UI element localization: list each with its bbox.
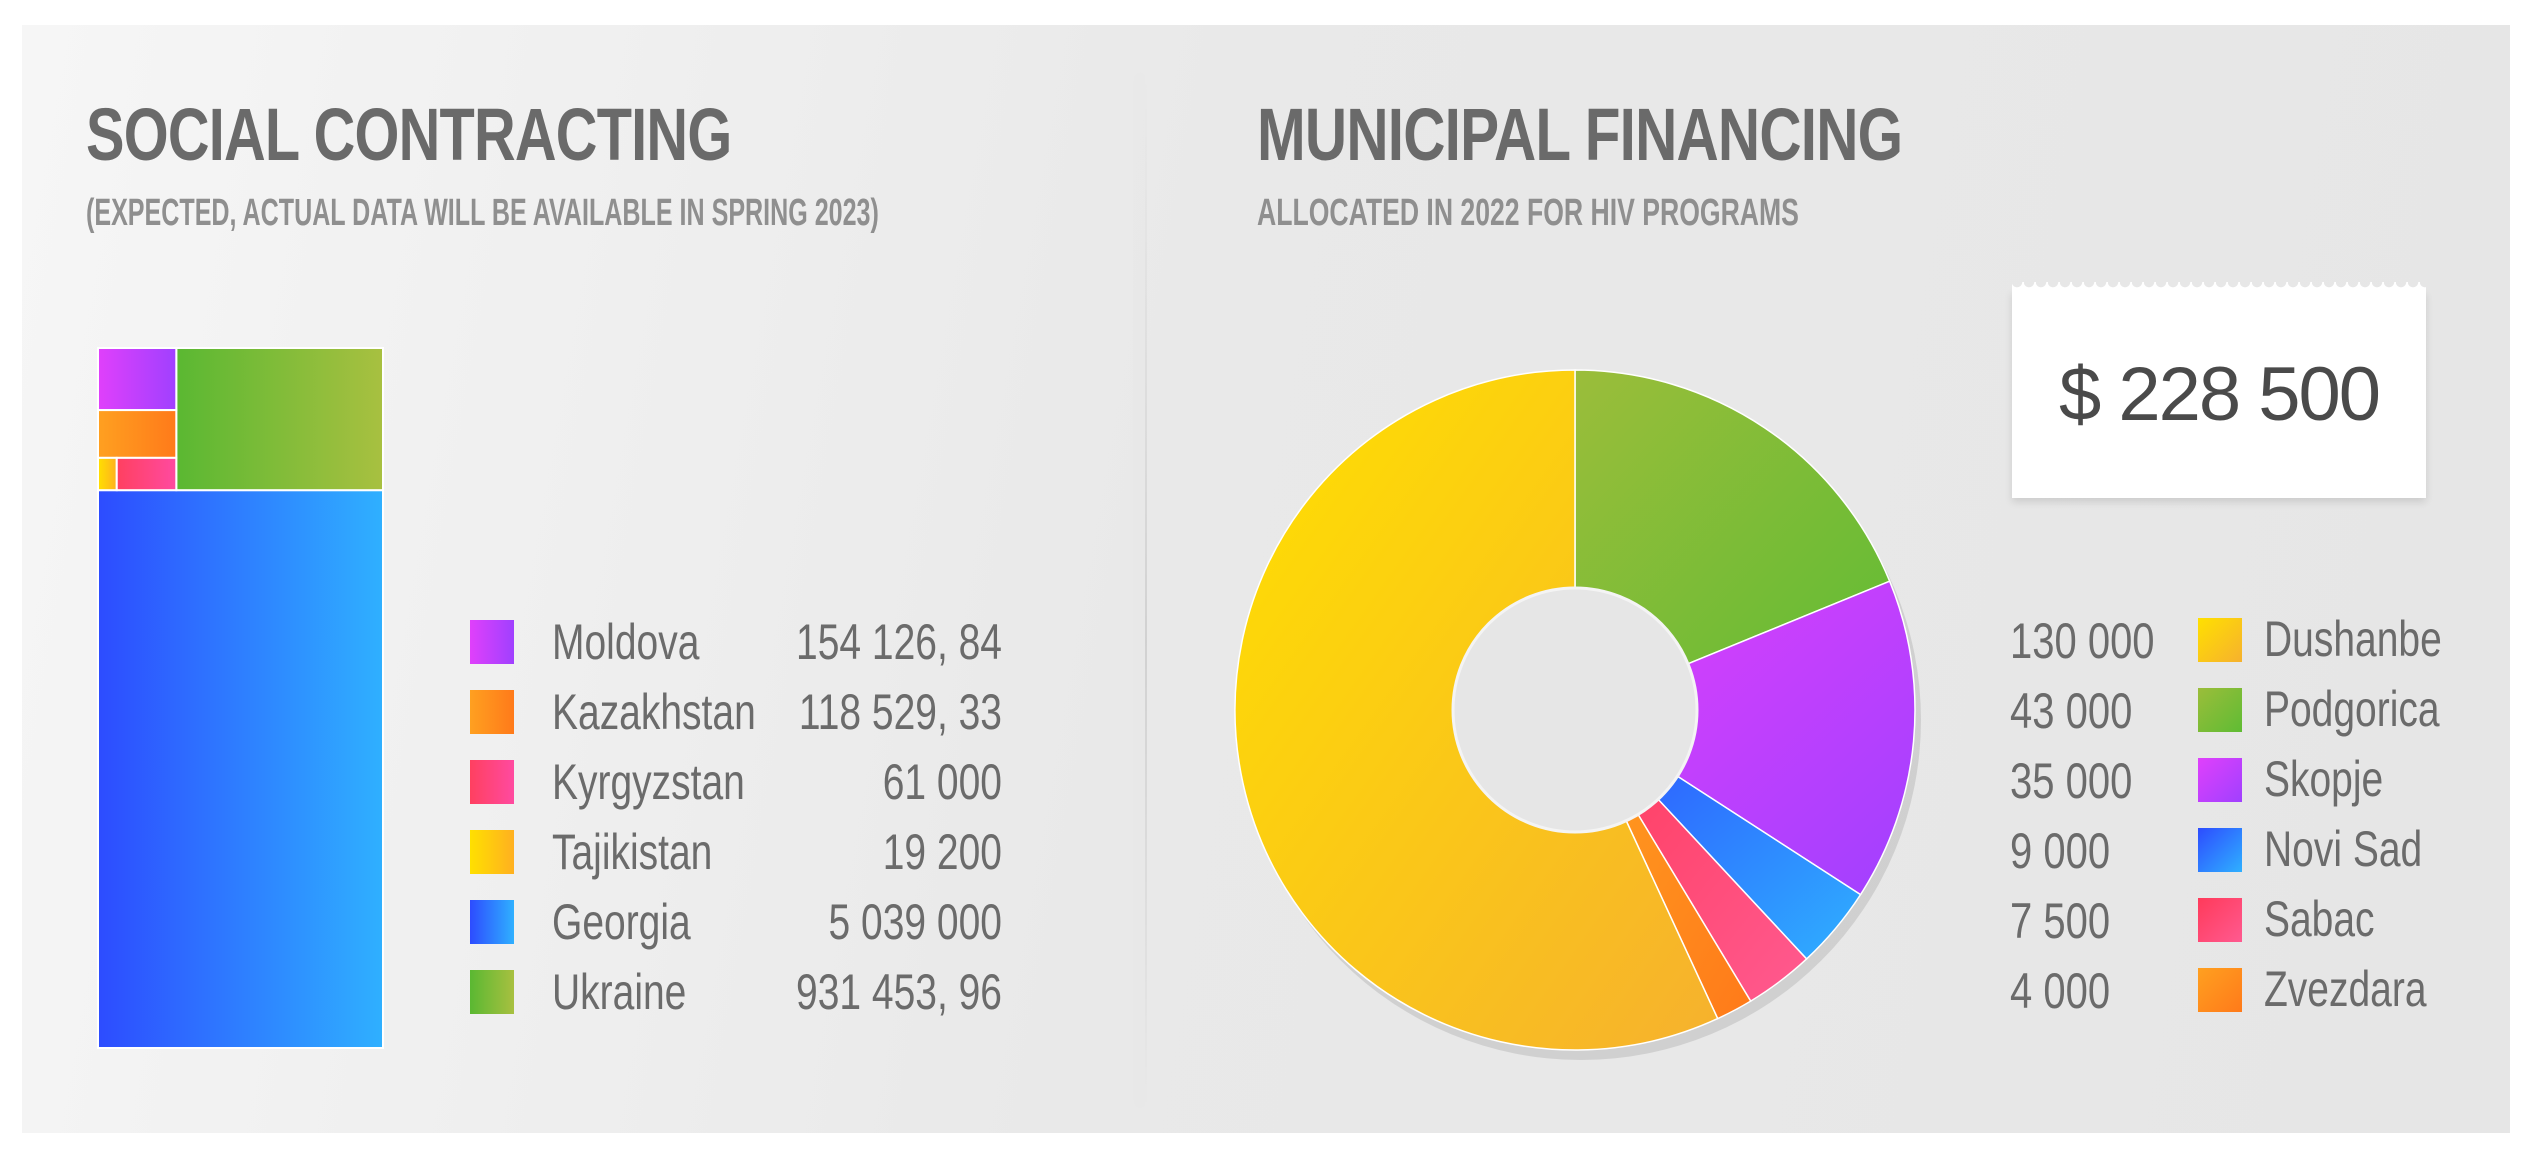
social-contracting-title: SOCIAL CONTRACTING <box>86 93 732 176</box>
treemap-cell-kazakhstan <box>97 409 178 459</box>
legend-value-zvezdara: 4 000 <box>2010 963 2110 1019</box>
treemap-cell-ukraine <box>175 347 384 492</box>
total-amount: $ 228 500 <box>2058 351 2381 437</box>
panel-divider <box>1145 70 1147 1110</box>
legend-label-kyrgyzstan: Kyrgyzstan <box>552 753 745 810</box>
legend-value-georgia: 5 039 000 <box>829 893 1002 950</box>
municipal-financing-subtitle: ALLOCATED IN 2022 FOR HIV PROGRAMS <box>1257 192 1799 234</box>
legend-swatch-dushanbe <box>2198 618 2242 662</box>
legend-value-ukraine: 931 453, 96 <box>796 963 1002 1020</box>
total-amount-card: $ 228 500 <box>2012 282 2426 498</box>
treemap-cell-tajikistan <box>97 456 118 492</box>
legend-value-skopje: 35 000 <box>2010 753 2132 809</box>
donut-slice-skopje <box>1573 580 1916 896</box>
legend-swatch-kyrgyzstan <box>470 760 514 804</box>
legend-value-novi-sad: 9 000 <box>2010 823 2110 879</box>
treemap-cell-moldova <box>97 347 178 412</box>
legend-value-dushanbe: 130 000 <box>2010 613 2155 669</box>
treemap-legend: Moldova 154 126, 84 Kazakhstan 118 529, 33 K… <box>470 613 1002 1020</box>
legend-label-sabac: Sabac <box>2264 890 2375 947</box>
legend-swatch-zvezdara <box>2198 968 2242 1012</box>
legend-label-kazakhstan: Kazakhstan <box>552 683 756 740</box>
donut-legend: 130 000 Dushanbe 43 000 Podgorica 35 000 Skop… <box>2010 610 2442 1019</box>
legend-value-tajikistan: 19 200 <box>883 823 1002 880</box>
donut-chart <box>1234 369 1921 1060</box>
treemap-cell-kyrgyzstan <box>115 456 178 492</box>
donut-hole <box>1451 586 1699 834</box>
legend-label-moldova: Moldova <box>552 613 699 670</box>
legend-swatch-sabac <box>2198 898 2242 942</box>
legend-value-moldova: 154 126, 84 <box>796 613 1002 670</box>
legend-value-kazakhstan: 118 529, 33 <box>799 683 1002 740</box>
legend-swatch-ukraine <box>470 970 514 1014</box>
legend-label-zvezdara: Zvezdara <box>2264 960 2427 1017</box>
legend-value-podgorica: 43 000 <box>2010 683 2132 739</box>
legend-label-georgia: Georgia <box>552 893 691 950</box>
legend-label-novi-sad: Novi Sad <box>2264 820 2422 877</box>
legend-swatch-novi-sad <box>2198 828 2242 872</box>
legend-swatch-podgorica <box>2198 688 2242 732</box>
legend-label-tajikistan: Tajikistan <box>552 823 712 880</box>
legend-label-dushanbe: Dushanbe <box>2264 610 2442 667</box>
legend-label-ukraine: Ukraine <box>552 963 686 1020</box>
treemap-chart <box>97 347 384 1050</box>
legend-swatch-skopje <box>2198 758 2242 802</box>
municipal-financing-title: MUNICIPAL FINANCING <box>1257 93 1903 176</box>
legend-value-kyrgyzstan: 61 000 <box>883 753 1002 810</box>
legend-label-podgorica: Podgorica <box>2264 680 2440 737</box>
legend-swatch-tajikistan <box>470 830 514 874</box>
legend-label-skopje: Skopje <box>2264 750 2383 807</box>
legend-value-sabac: 7 500 <box>2010 893 2110 949</box>
social-contracting-subtitle: (EXPECTED, ACTUAL DATA WILL BE AVAILABLE… <box>86 192 879 234</box>
legend-swatch-kazakhstan <box>470 690 514 734</box>
legend-swatch-moldova <box>470 620 514 664</box>
treemap-cell-georgia <box>97 489 384 1050</box>
legend-swatch-georgia <box>470 900 514 944</box>
